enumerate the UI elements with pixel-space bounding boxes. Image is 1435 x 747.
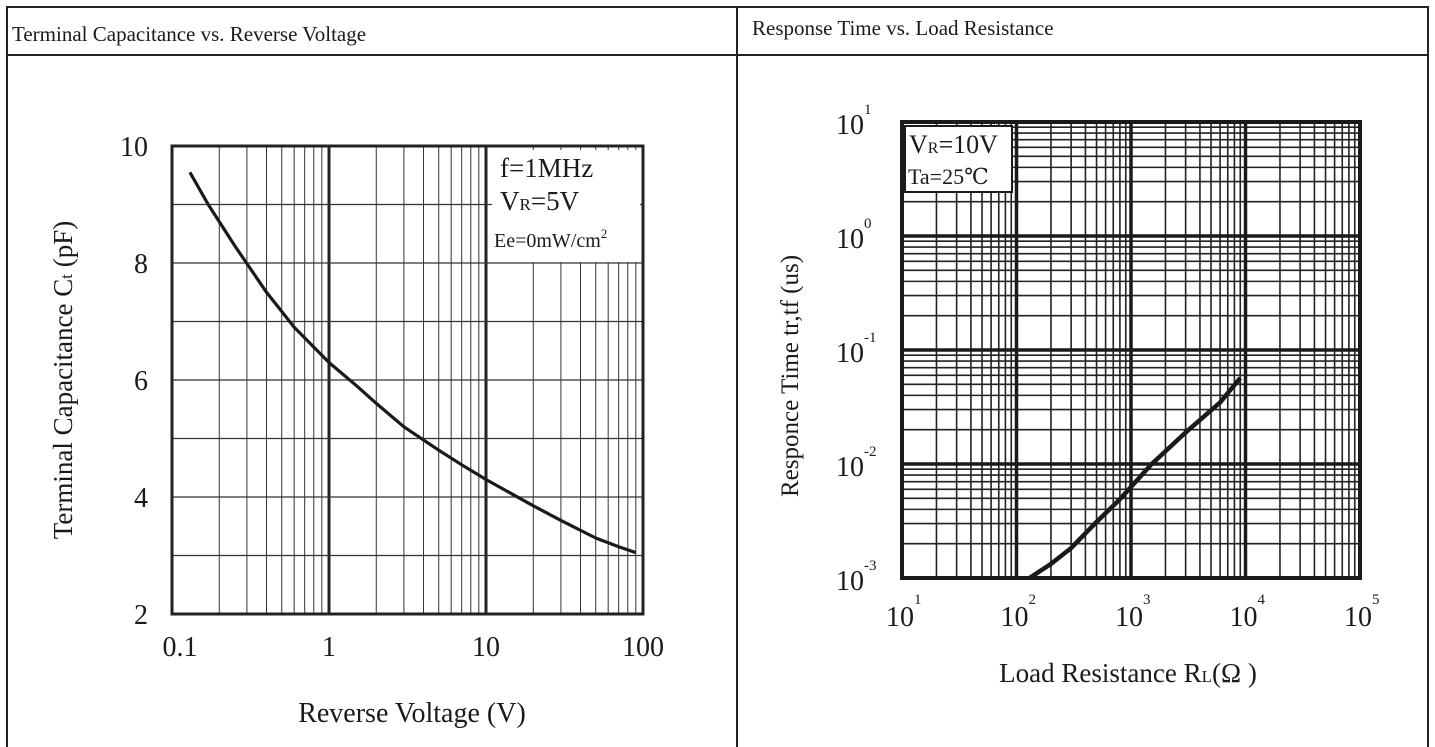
x-tick-label: 102 bbox=[1001, 592, 1037, 633]
response-time-chart: VR=10V Ta=25℃ 10-3 10-2 10-1 100 101 101 102 103 1… bbox=[777, 102, 1380, 688]
x-tick-label: 103 bbox=[1115, 592, 1151, 633]
y-tick-label: 10-2 bbox=[836, 444, 877, 483]
data-series-line bbox=[1028, 376, 1243, 580]
data-series-line bbox=[188, 171, 637, 555]
chart-frame bbox=[6, 54, 738, 747]
chart-title: Terminal Capacitance vs. Reverse Voltage bbox=[6, 6, 738, 56]
y-tick-label: 4 bbox=[134, 483, 148, 514]
x-tick-label: 104 bbox=[1230, 592, 1266, 633]
legend-label: f=1MHz bbox=[500, 153, 593, 183]
chart-panel-response-time: Response Time vs. Load Resistance VR=10V… bbox=[738, 0, 1435, 747]
y-axis-label: Terminal Capacitance Ct (pF) bbox=[48, 221, 78, 539]
x-axis-label: Load Resistance RL(Ω ) bbox=[999, 658, 1257, 688]
chart-frame bbox=[738, 54, 1429, 747]
x-tick-label: 1 bbox=[322, 632, 336, 663]
x-tick-label: 100 bbox=[622, 632, 664, 663]
y-tick-label: 10-1 bbox=[836, 330, 877, 369]
y-tick-label: 6 bbox=[134, 366, 148, 397]
plot-frame bbox=[900, 120, 1362, 580]
x-tick-label: 0.1 bbox=[163, 632, 198, 663]
legend-label: Ee=0mW/cm2 bbox=[494, 226, 607, 252]
y-tick-label: 2 bbox=[134, 600, 148, 631]
y-tick-label: 100 bbox=[836, 216, 872, 255]
y-tick-label: 101 bbox=[836, 102, 872, 141]
y-tick-label: 10-3 bbox=[836, 558, 877, 597]
x-tick-label: 10 bbox=[472, 632, 500, 663]
chart-title: Response Time vs. Load Resistance bbox=[738, 6, 1429, 56]
chart-panel-capacitance: Terminal Capacitance vs. Reverse Voltage… bbox=[6, 6, 738, 747]
legend-label: Ta=25℃ bbox=[908, 164, 989, 189]
y-tick-label: 10 bbox=[120, 132, 148, 163]
y-axis-label: Responce Time tr,tf (us) bbox=[777, 255, 804, 497]
legend-label: VR=5V bbox=[500, 186, 580, 216]
y-tick-label: 8 bbox=[134, 249, 148, 280]
plot-frame bbox=[170, 144, 645, 616]
legend-box bbox=[492, 150, 640, 262]
legend-box bbox=[904, 125, 1013, 193]
x-tick-label: 105 bbox=[1344, 592, 1380, 633]
x-axis-label: Reverse Voltage (V) bbox=[298, 698, 526, 729]
legend-label: VR=10V bbox=[909, 130, 998, 159]
x-tick-label: 101 bbox=[886, 592, 922, 633]
